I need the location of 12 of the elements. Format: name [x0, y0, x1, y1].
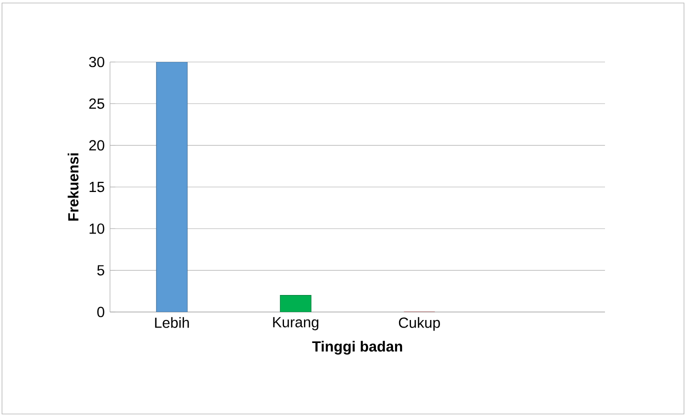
y-tick-label: 20: [89, 140, 104, 151]
y-tick-label: 15: [90, 182, 104, 192]
x-tick-label: Lebih: [155, 317, 189, 328]
y-tick-label: 10: [90, 223, 104, 234]
y-tick-label: 0: [97, 306, 104, 318]
x-axis-title: Tinggi badan: [312, 340, 402, 355]
x-tick-label: Kurang: [273, 317, 318, 330]
y-tick-label: 30: [89, 56, 104, 68]
x-tick-label: Cukup: [398, 317, 440, 331]
y-tick-label: 5: [97, 265, 104, 276]
y-tick-label: 25: [89, 98, 104, 109]
y-axis-title: Frekuensi: [68, 153, 78, 221]
